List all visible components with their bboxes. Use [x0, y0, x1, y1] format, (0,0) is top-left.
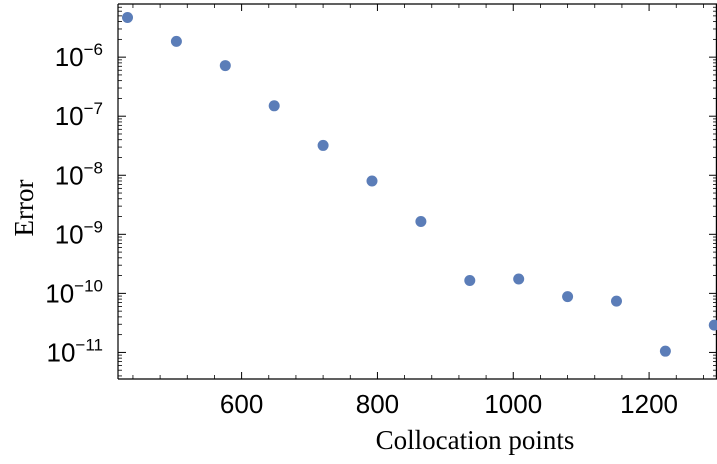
x-axis-ticks: 600 800 1000 1200 [220, 4, 678, 419]
x-tick-label: 1200 [620, 389, 678, 419]
data-point [122, 11, 134, 23]
data-point [708, 319, 717, 331]
data-point [317, 139, 329, 151]
data-point [268, 100, 280, 112]
x-tick-label: 800 [356, 389, 399, 419]
data-point [659, 345, 671, 357]
y-tick-label: 10−6 [55, 40, 103, 72]
data-point [219, 60, 231, 72]
data-point [464, 275, 476, 287]
data-point [562, 291, 574, 303]
data-point [610, 295, 622, 307]
data-point [170, 35, 182, 47]
data-points [122, 11, 717, 357]
data-point [366, 175, 378, 187]
y-axis-label: Error [9, 180, 39, 237]
x-tick-label: 1000 [484, 389, 542, 419]
y-axis-ticks: 10−11 10−10 10−9 10−8 10−7 10−6 [45, 40, 717, 367]
x-tick-label: 600 [220, 389, 263, 419]
y-tick-label: 10−10 [45, 276, 103, 308]
y-tick-label: 10−8 [55, 158, 103, 190]
y-tick-label: 10−7 [55, 99, 103, 131]
plot-frame [117, 3, 717, 380]
minor-ticks [118, 4, 717, 379]
data-point [513, 273, 525, 285]
data-point [415, 215, 427, 227]
x-axis-label: Collocation points [376, 425, 575, 455]
y-tick-label: 10−11 [47, 335, 104, 367]
y-tick-label: 10−9 [55, 217, 103, 249]
